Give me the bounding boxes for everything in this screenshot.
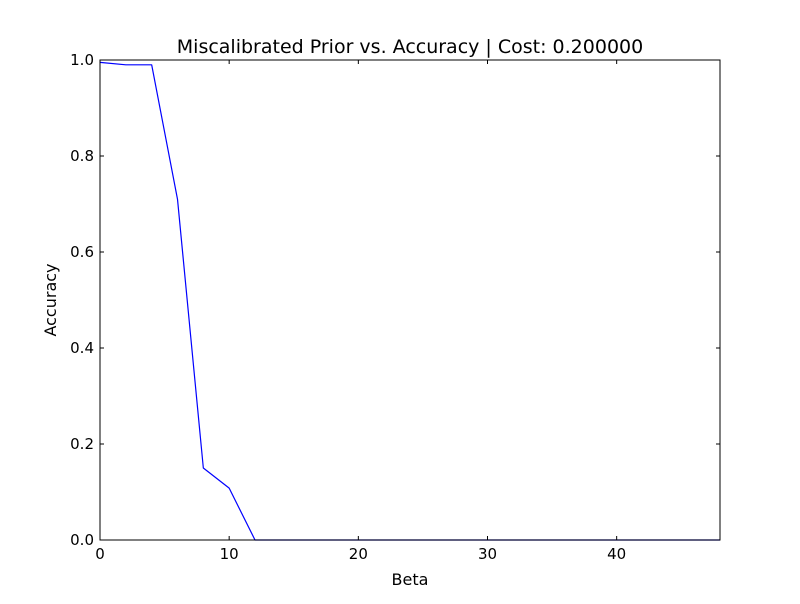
x-tick-label: 20 [349, 545, 368, 563]
x-tick-label: 10 [220, 545, 239, 563]
y-tick-label: 0.0 [70, 531, 94, 549]
x-tick-label: 30 [478, 545, 497, 563]
x-tick-label: 40 [607, 545, 626, 563]
y-tick-label: 0.2 [70, 435, 94, 453]
chart-title: Miscalibrated Prior vs. Accuracy | Cost:… [177, 36, 643, 58]
plot-frame [99, 59, 721, 541]
series-line-0 [99, 61, 720, 541]
y-tick-label: 0.8 [70, 147, 94, 165]
x-tick-label: 0 [95, 545, 105, 563]
x-axis-label: Beta [392, 570, 429, 589]
y-tick-label: 0.4 [70, 339, 94, 357]
plot-area: 0 10 20 30 40 0.0 0.2 0.4 0.6 0.8 1.0 [70, 51, 721, 563]
y-tick-label: 1.0 [70, 51, 94, 69]
y-tick-label: 0.6 [70, 243, 94, 261]
y-axis-label: Accuracy [41, 263, 60, 336]
